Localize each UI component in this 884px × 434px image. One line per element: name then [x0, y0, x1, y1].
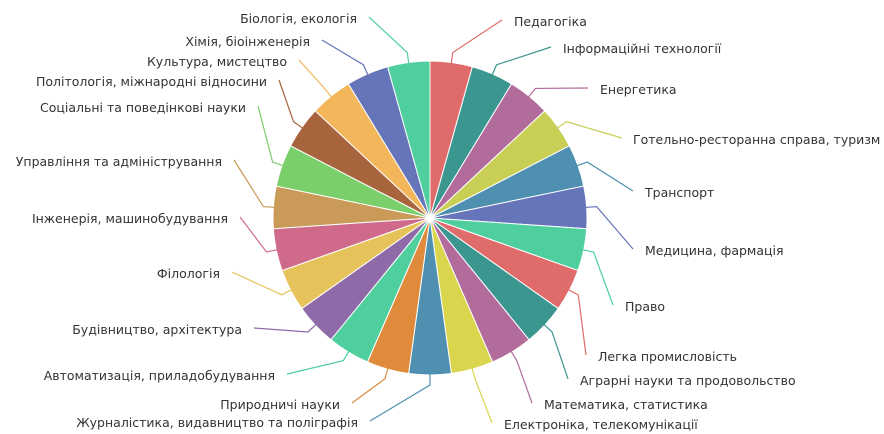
slice-label: Транспорт	[644, 185, 714, 200]
slice-label: Природничі науки	[220, 397, 340, 412]
leader-line	[556, 121, 623, 139]
slice-label: Політологія, міжнародні відносини	[36, 74, 267, 89]
slice-label: Педагогіка	[514, 14, 587, 29]
slice-label: Філологія	[157, 266, 220, 281]
slice-label: Аграрні науки та продовольство	[580, 373, 796, 388]
slice-label: Будівництво, архітектура	[72, 322, 242, 337]
slice-labels: Педагогіка Інформаційні технології Енергет…	[16, 11, 881, 432]
slice-label: Математика, статистика	[544, 397, 708, 412]
leader-line	[542, 323, 569, 380]
slice-label: Легка промисловість	[598, 349, 737, 364]
slice-label: Соціальні та поведінкові науки	[40, 100, 246, 115]
leader-line	[321, 39, 369, 77]
slice-label: Енергетика	[600, 82, 677, 97]
leader-line	[527, 87, 589, 99]
leader-line	[278, 79, 304, 130]
slice-label: Культура, мистецтво	[147, 54, 287, 69]
leader-lines	[231, 16, 634, 424]
leader-line	[567, 288, 587, 356]
slice-label: Автоматизація, приладобудування	[44, 368, 275, 383]
leader-line	[368, 16, 410, 65]
leader-line	[233, 159, 276, 209]
slice-label: Готельно-ресторанна справа, туризм	[633, 132, 880, 147]
pie-slices	[272, 60, 588, 376]
leader-line	[450, 19, 503, 65]
slice-label: Управління та адміністрування	[16, 154, 222, 169]
leader-line	[286, 350, 350, 375]
leader-line	[231, 271, 293, 296]
leader-line	[510, 350, 533, 404]
slice-label: Журналістика, видавництво та поліграфія	[76, 415, 358, 430]
leader-line	[581, 248, 614, 306]
slice-label: Право	[625, 299, 665, 314]
leader-line	[369, 373, 431, 422]
leader-line	[584, 205, 634, 250]
slice-label: Хімія, біоінженерія	[185, 34, 310, 49]
slice-label: Біологія, екологія	[240, 11, 357, 26]
slice-label: Інформаційні технології	[563, 41, 722, 56]
slice-label: Інженерія, машинобудування	[32, 211, 228, 226]
slice-label: Електроніка, телекомунікації	[504, 417, 698, 432]
leader-line	[575, 161, 634, 192]
leader-line	[239, 216, 279, 253]
leader-line	[471, 367, 493, 424]
slice-label: Медицина, фармація	[645, 243, 784, 258]
leader-line	[298, 59, 333, 99]
leader-line	[491, 46, 552, 77]
leader-line	[257, 105, 285, 167]
leader-line	[351, 367, 389, 404]
leader-line	[253, 323, 318, 333]
